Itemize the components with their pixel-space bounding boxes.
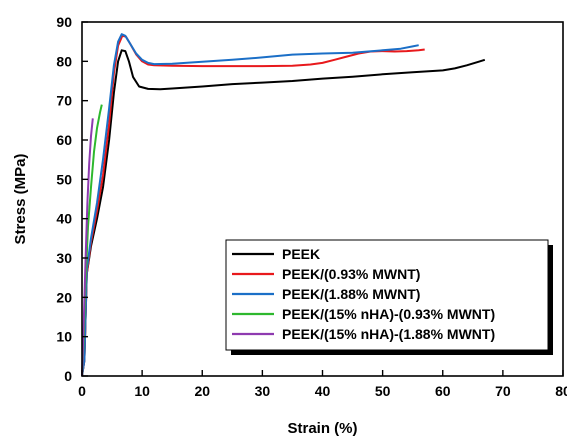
y-tick-label: 20 xyxy=(56,289,72,305)
x-tick-label: 40 xyxy=(315,383,331,399)
x-tick-label: 10 xyxy=(134,383,150,399)
legend-label-1: PEEK/(0.93% MWNT) xyxy=(282,266,420,282)
series-line-0 xyxy=(81,49,486,377)
y-axis-label: Stress (MPa) xyxy=(12,154,29,245)
legend-label-4: PEEK/(15% nHA)-(1.88% MWNT) xyxy=(282,326,495,342)
series-line-2 xyxy=(81,33,419,377)
ticks-layer: 0 10 20 30 40 50 60 70 80 0 10 20 30 40 50 60 70 80 90 xyxy=(56,14,567,399)
x-tick-label: 70 xyxy=(495,383,511,399)
x-tick-label: 60 xyxy=(435,383,451,399)
x-tick-label: 30 xyxy=(255,383,271,399)
y-tick-label: 50 xyxy=(56,171,72,187)
y-tick-label: 60 xyxy=(56,132,72,148)
x-tick-label: 80 xyxy=(555,383,567,399)
y-tick-label: 10 xyxy=(56,329,72,345)
x-tick-label: 20 xyxy=(194,383,210,399)
x-tick-label: 50 xyxy=(375,383,391,399)
legend-label-0: PEEK xyxy=(282,246,320,262)
y-tick-label: 30 xyxy=(56,250,72,266)
y-tick-label: 90 xyxy=(56,14,72,30)
y-tick-label: 40 xyxy=(56,211,72,227)
y-tick-label: 0 xyxy=(64,368,72,384)
legend-label-3: PEEK/(15% nHA)-(0.93% MWNT) xyxy=(282,306,495,322)
y-tick-label: 70 xyxy=(56,93,72,109)
x-axis-label: Strain (%) xyxy=(287,420,357,437)
y-tick-label: 80 xyxy=(56,53,72,69)
series-layer xyxy=(81,33,486,377)
legend-items: PEEK PEEK/(0.93% MWNT) PEEK/(1.88% MWNT) PE… xyxy=(232,246,495,342)
legend: PEEK PEEK/(0.93% MWNT) PEEK/(1.88% MWNT) PE… xyxy=(225,239,553,355)
x-tick-label: 0 xyxy=(78,383,86,399)
legend-box xyxy=(225,239,549,351)
legend-label-2: PEEK/(1.88% MWNT) xyxy=(282,286,420,302)
series-line-4 xyxy=(81,118,94,377)
